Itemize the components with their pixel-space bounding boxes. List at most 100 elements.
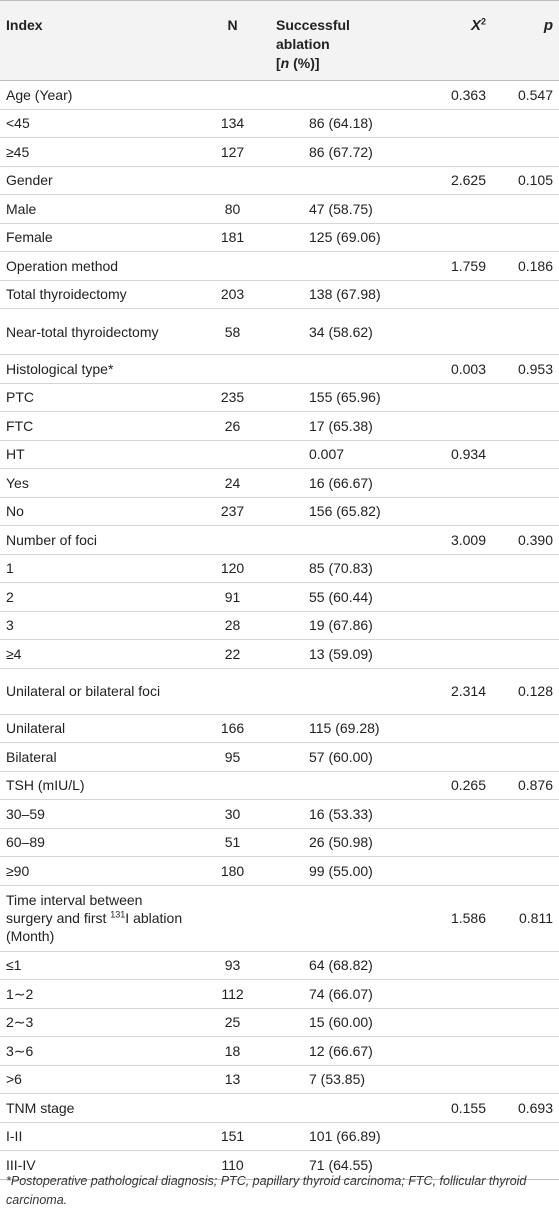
row-p-value: [492, 951, 559, 980]
row-n: 28: [195, 611, 270, 640]
row-label: Female: [0, 223, 195, 252]
row-p-value: 0.128: [492, 668, 559, 715]
table-row: TNM stage 0.155 0.693: [0, 1093, 559, 1123]
row-label-superscript: 131: [110, 909, 126, 920]
row-chi-square: 0.934: [410, 440, 492, 469]
table-row: PTC 235 155 (65.96): [0, 383, 559, 412]
header-success-n: n: [280, 55, 290, 71]
row-chi-square: [410, 979, 492, 1009]
row-success: 17 (65.38): [270, 411, 410, 441]
row-n: 22: [195, 639, 270, 669]
row-chi-square: [410, 554, 492, 583]
row-chi-square: [410, 714, 492, 743]
table-row: Total thyroidectomy 203 138 (67.98): [0, 280, 559, 309]
row-n: 151: [195, 1122, 270, 1151]
row-n: 80: [195, 194, 270, 224]
header-success: Successful ablation [n (%)]: [270, 0, 410, 81]
row-p-value: 0.876: [492, 771, 559, 800]
row-success: 26 (50.98): [270, 828, 410, 857]
row-n: [195, 771, 270, 800]
row-p-value: [492, 468, 559, 498]
table-row: Age (Year) 0.363 0.547: [0, 80, 559, 110]
table-row: Bilateral 95 57 (60.00): [0, 742, 559, 772]
table-row: TSH (mIU/L) 0.265 0.876: [0, 771, 559, 800]
header-row: Index N Successful ablation [n (%)] X2 p: [0, 0, 559, 81]
row-success: [270, 80, 410, 110]
row-chi-square: 3.009: [410, 525, 492, 555]
row-n: 25: [195, 1008, 270, 1037]
row-n: 203: [195, 280, 270, 309]
row-label: HT: [0, 440, 195, 469]
table-row: 60–89 51 26 (50.98): [0, 828, 559, 857]
row-success: 16 (66.67): [270, 468, 410, 498]
row-success: 16 (53.33): [270, 799, 410, 829]
row-success: 156 (65.82): [270, 497, 410, 526]
row-n: [195, 525, 270, 555]
row-success: [270, 166, 410, 195]
row-success: 86 (67.72): [270, 137, 410, 167]
row-n: 110: [195, 1150, 270, 1180]
table-row: 1 120 85 (70.83): [0, 554, 559, 583]
row-success: 155 (65.96): [270, 383, 410, 412]
row-p-value: [492, 194, 559, 224]
row-chi-square: 1.759: [410, 251, 492, 281]
table-row: Unilateral 166 115 (69.28): [0, 714, 559, 743]
row-label: 30–59: [0, 799, 195, 829]
row-chi-square: 0.155: [410, 1093, 492, 1123]
row-p-value: 0.953: [492, 354, 559, 384]
row-n: [195, 1093, 270, 1123]
header-chi-square: X2: [410, 0, 492, 81]
table-row: 2∼3 25 15 (60.00): [0, 1008, 559, 1037]
row-success: 125 (69.06): [270, 223, 410, 252]
row-chi-square: [410, 611, 492, 640]
row-p-value: [492, 308, 559, 355]
row-success: 15 (60.00): [270, 1008, 410, 1037]
row-success: [270, 525, 410, 555]
row-n: [195, 80, 270, 110]
row-label: Number of foci: [0, 525, 195, 555]
row-label: 2: [0, 582, 195, 612]
row-success: 7 (53.85): [270, 1065, 410, 1094]
row-n: 166: [195, 714, 270, 743]
row-chi-square: [410, 582, 492, 612]
row-p-value: [492, 1008, 559, 1037]
header-success-close: (%)]: [289, 55, 320, 71]
row-label: 60–89: [0, 828, 195, 857]
row-success: 55 (60.44): [270, 582, 410, 612]
results-table: Index N Successful ablation [n (%)] X2 p…: [0, 0, 559, 1180]
row-label: Unilateral or bilateral foci: [0, 668, 195, 715]
table-body: Age (Year) 0.363 0.547 <45 134 86 (64.18) ≥45 1…: [0, 80, 559, 1180]
row-chi-square: [410, 468, 492, 498]
row-label: Total thyroidectomy: [0, 280, 195, 309]
row-label: ≥45: [0, 137, 195, 167]
row-label: 2∼3: [0, 1008, 195, 1037]
row-label: 1: [0, 554, 195, 583]
header-index: Index: [0, 0, 195, 81]
row-p-value: [492, 280, 559, 309]
row-n: 13: [195, 1065, 270, 1094]
row-label: TNM stage: [0, 1093, 195, 1123]
row-chi-square: [410, 194, 492, 224]
row-n: 51: [195, 828, 270, 857]
header-chi-superscript: 2: [480, 16, 486, 27]
row-p-value: [492, 137, 559, 167]
table-row: Gender 2.625 0.105: [0, 166, 559, 195]
row-success: 115 (69.28): [270, 714, 410, 743]
row-success: [270, 354, 410, 384]
row-p-value: [492, 1065, 559, 1094]
row-success: [270, 1093, 410, 1123]
header-success-line2: ablation: [276, 36, 330, 52]
row-label: Gender: [0, 166, 195, 195]
table-row: HT 0.007 0.934: [0, 440, 559, 469]
row-p-value: [492, 1150, 559, 1180]
row-success: 101 (66.89): [270, 1122, 410, 1151]
table-header: Index N Successful ablation [n (%)] X2 p: [0, 0, 559, 81]
row-chi-square: [410, 1150, 492, 1180]
row-chi-square: [410, 280, 492, 309]
table-row: 30–59 30 16 (53.33): [0, 799, 559, 829]
row-label: Male: [0, 194, 195, 224]
row-chi-square: [410, 223, 492, 252]
table-row: ≥4 22 13 (59.09): [0, 639, 559, 669]
row-p-value: [492, 582, 559, 612]
